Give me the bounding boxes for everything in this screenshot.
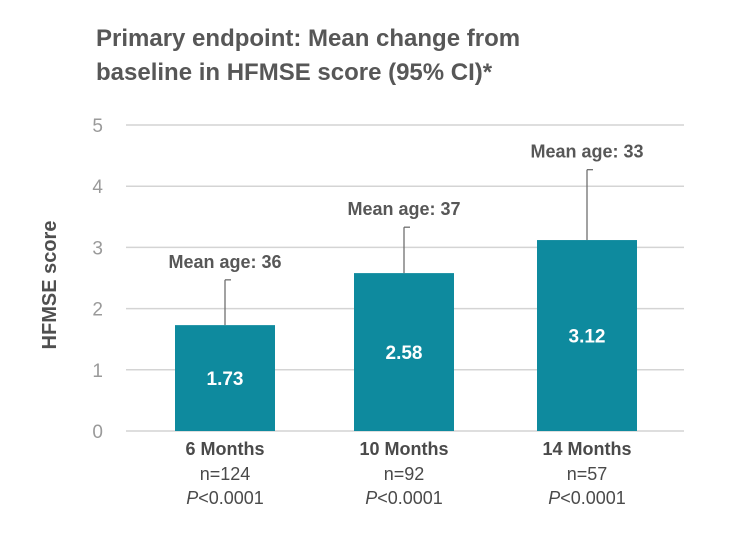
p-value-label: P<0.0001 xyxy=(365,488,443,508)
mean-age-annotation: Mean age: 33 xyxy=(530,142,643,162)
mean-age-annotation: Mean age: 37 xyxy=(347,199,460,219)
chart-title-line-1: Primary endpoint: Mean change from xyxy=(96,25,521,52)
y-tick-label: 0 xyxy=(92,422,103,443)
bar-value-label: 2.58 xyxy=(386,343,423,364)
bars: Mean age: 36 1.73 Mean age: 37 2.58 Mean age… xyxy=(168,142,644,431)
sample-size-label: n=57 xyxy=(567,464,608,484)
y-tick-label: 4 xyxy=(92,177,103,198)
x-axis-labels: 6 Months n=124 P<0.0001 10 Months n=92 P<0.00… xyxy=(186,439,632,508)
y-tick-label: 3 xyxy=(92,238,103,259)
p-value-label: P<0.0001 xyxy=(186,488,264,508)
y-axis-label: HFMSE score xyxy=(39,221,61,350)
x-category-label: 6 Months xyxy=(186,439,265,459)
bar-value-label: 3.12 xyxy=(569,327,606,348)
bar xyxy=(354,273,454,431)
bar-value-label: 1.73 xyxy=(207,369,244,390)
sample-size-label: n=124 xyxy=(200,464,251,484)
p-value-label: P<0.0001 xyxy=(548,488,626,508)
x-category-label: 14 Months xyxy=(542,439,631,459)
x-category-label: 10 Months xyxy=(359,439,448,459)
chart-title: Primary endpoint: Mean change from basel… xyxy=(96,22,656,90)
y-axis-ticks: 0 1 2 3 4 5 xyxy=(92,116,103,443)
mean-age-annotation: Mean age: 36 xyxy=(168,252,281,272)
sample-size-label: n=92 xyxy=(384,464,425,484)
bar xyxy=(537,240,637,431)
chart-title-line-2: baseline in HFMSE score (95% CI)* xyxy=(96,59,493,86)
bar xyxy=(175,325,275,431)
y-tick-label: 5 xyxy=(92,116,103,137)
y-tick-label: 2 xyxy=(92,300,103,321)
y-tick-label: 1 xyxy=(92,361,103,382)
